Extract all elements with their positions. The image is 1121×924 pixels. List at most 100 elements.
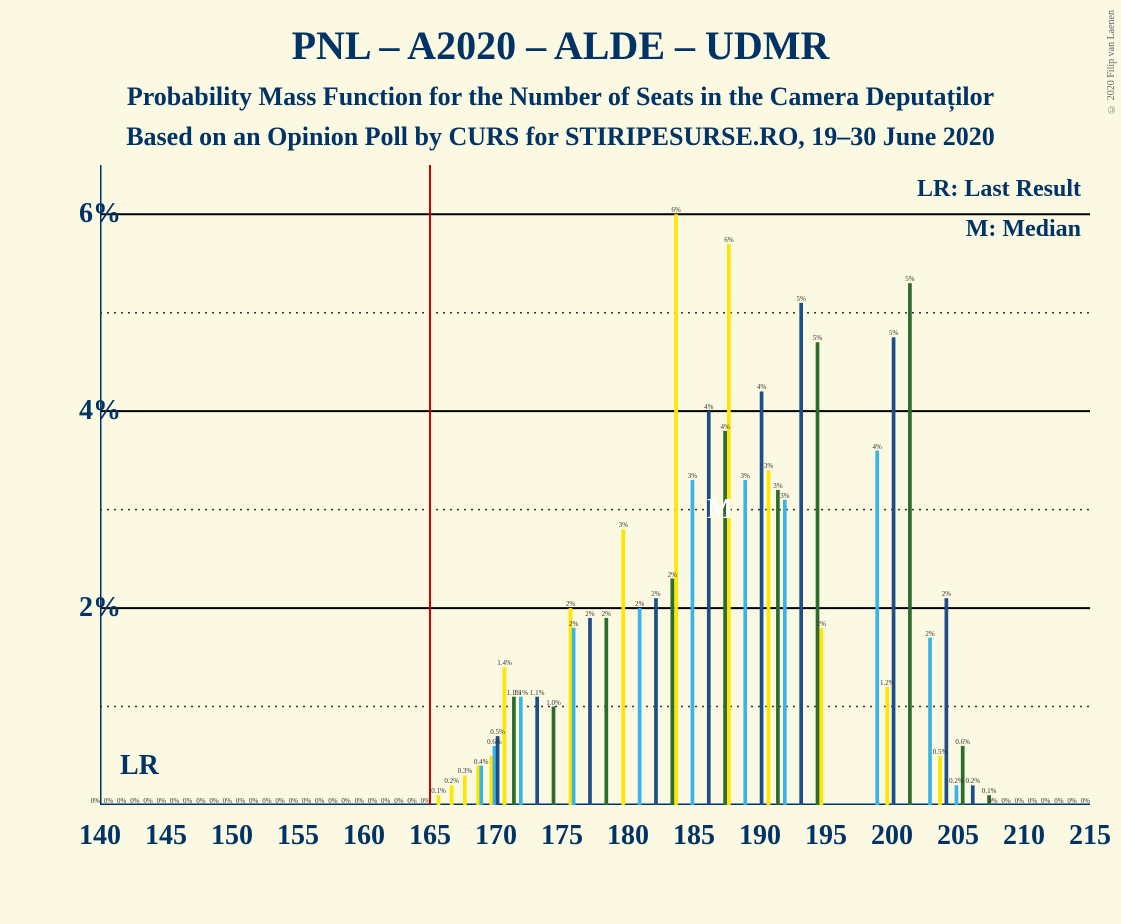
bar-value-label: 0% xyxy=(1054,797,1063,805)
bar-value-label: 0% xyxy=(1028,797,1037,805)
bar-value-label: 0% xyxy=(1015,797,1024,805)
bar-value-label: 0% xyxy=(328,797,337,805)
bar-value-label: 6% xyxy=(724,236,733,244)
y-tick-label: 2% xyxy=(79,592,121,624)
bar-value-label: 0.1% xyxy=(982,787,997,795)
bar-value-label: 0.4% xyxy=(474,758,489,766)
x-tick-label: 175 xyxy=(541,820,583,852)
bar-value-label: 0% xyxy=(421,797,430,805)
x-tick-label: 210 xyxy=(1003,820,1045,852)
bar-value-label: 4% xyxy=(720,423,729,431)
bar-value-label: 0% xyxy=(262,797,271,805)
bar-value-label: 5% xyxy=(905,275,914,283)
bar-value-label: 0% xyxy=(143,797,152,805)
bar-value-label: 0.1% xyxy=(431,787,446,795)
bar-value-label: 0% xyxy=(236,797,245,805)
bar-value-label: 5% xyxy=(796,295,805,303)
bar-value-label: 0.2% xyxy=(949,777,964,785)
bar-value-label: 2% xyxy=(569,620,578,628)
chart-container: PNL – A2020 – ALDE – UDMR Probability Ma… xyxy=(0,0,1121,924)
y-tick-label: 6% xyxy=(79,198,121,230)
bar-value-label: 3% xyxy=(619,521,628,529)
x-tick-label: 180 xyxy=(607,820,649,852)
bar-value-label: 0% xyxy=(209,797,218,805)
x-tick-label: 190 xyxy=(739,820,781,852)
bar-value-label: 0% xyxy=(341,797,350,805)
bar-value-label: 4% xyxy=(757,383,766,391)
bar-value-label: 0% xyxy=(988,797,997,805)
bar-value-label: 2% xyxy=(817,620,826,628)
bar-value-label: 2% xyxy=(668,571,677,579)
bar-value-label: 0% xyxy=(223,797,232,805)
bar-value-label: 0% xyxy=(130,797,139,805)
bar-value-label: 3% xyxy=(773,482,782,490)
bar-value-label: 0.5% xyxy=(933,748,948,756)
bar-value-label: 0% xyxy=(170,797,179,805)
bar-value-label: 0.2% xyxy=(444,777,459,785)
bar-value-label: 0% xyxy=(1041,797,1050,805)
bar-value-label: 2% xyxy=(585,610,594,618)
bar-value-label: 2% xyxy=(925,630,934,638)
bar-value-label: 0% xyxy=(196,797,205,805)
x-tick-label: 145 xyxy=(145,820,187,852)
bar-value-label: 0% xyxy=(91,797,100,805)
bar-value-label: 0.6% xyxy=(955,738,970,746)
bar-value-label: 0% xyxy=(104,797,113,805)
legend-median: M: Median xyxy=(966,216,1081,243)
bar-value-label: 0% xyxy=(407,797,416,805)
chart-subtitle-1: Probability Mass Function for the Number… xyxy=(0,82,1121,112)
y-tick-label: 4% xyxy=(79,395,121,427)
median-marker-label: M xyxy=(707,494,733,526)
bar-value-label: 0% xyxy=(249,797,258,805)
chart-subtitle-2: Based on an Opinion Poll by CURS for STI… xyxy=(0,122,1121,152)
chart-title: PNL – A2020 – ALDE – UDMR xyxy=(0,22,1121,69)
bar-value-label: 0% xyxy=(1001,797,1010,805)
bar-value-label: 2% xyxy=(602,610,611,618)
x-tick-label: 170 xyxy=(475,820,517,852)
bar-value-label: 5% xyxy=(813,334,822,342)
bar-value-label: 0% xyxy=(289,797,298,805)
legend-last-result: LR: Last Result xyxy=(917,176,1081,203)
copyright-text: © 2020 Filip van Laenen xyxy=(1106,10,1117,114)
x-tick-label: 215 xyxy=(1069,820,1111,852)
bar-value-label: 0% xyxy=(302,797,311,805)
bar-value-label: 1.2% xyxy=(880,679,895,687)
bar-value-label: 1.4% xyxy=(497,659,512,667)
x-tick-label: 185 xyxy=(673,820,715,852)
bar-value-label: 0% xyxy=(381,797,390,805)
bar-value-label: 0% xyxy=(183,797,192,805)
bar-value-label: 4% xyxy=(873,443,882,451)
plot-area xyxy=(100,165,1090,805)
bar-value-label: 3% xyxy=(780,492,789,500)
bar-value-label: 5% xyxy=(889,329,898,337)
x-tick-label: 140 xyxy=(79,820,121,852)
bar-value-label: 2% xyxy=(635,600,644,608)
x-tick-label: 200 xyxy=(871,820,913,852)
bar-value-label: 4% xyxy=(704,403,713,411)
bar-value-label: 0% xyxy=(1067,797,1076,805)
last-result-marker-label: LR xyxy=(120,750,159,782)
bar-value-label: 0% xyxy=(157,797,166,805)
x-tick-label: 165 xyxy=(409,820,451,852)
bar-value-label: 0% xyxy=(394,797,403,805)
bar-value-label: 3% xyxy=(688,472,697,480)
x-tick-label: 205 xyxy=(937,820,979,852)
bar-value-label: 3% xyxy=(741,472,750,480)
bar-value-label: 0.5% xyxy=(490,728,505,736)
x-tick-label: 195 xyxy=(805,820,847,852)
bar-value-label: 3% xyxy=(764,462,773,470)
bar-value-label: 0% xyxy=(117,797,126,805)
bar-value-label: 1.1% xyxy=(514,689,529,697)
bar-value-label: 0.3% xyxy=(458,767,473,775)
bar-value-label: 2% xyxy=(566,600,575,608)
bar-value-label: 2% xyxy=(651,590,660,598)
bar-value-label: 0% xyxy=(315,797,324,805)
bar-value-label: 0.2% xyxy=(965,777,980,785)
x-tick-label: 150 xyxy=(211,820,253,852)
x-tick-label: 160 xyxy=(343,820,385,852)
bar-value-label: 6% xyxy=(671,206,680,214)
bar-value-label: 1.1% xyxy=(530,689,545,697)
bar-value-label: 0.6% xyxy=(487,738,502,746)
bar-value-label: 0% xyxy=(1081,797,1090,805)
bar-value-label: 2% xyxy=(942,590,951,598)
